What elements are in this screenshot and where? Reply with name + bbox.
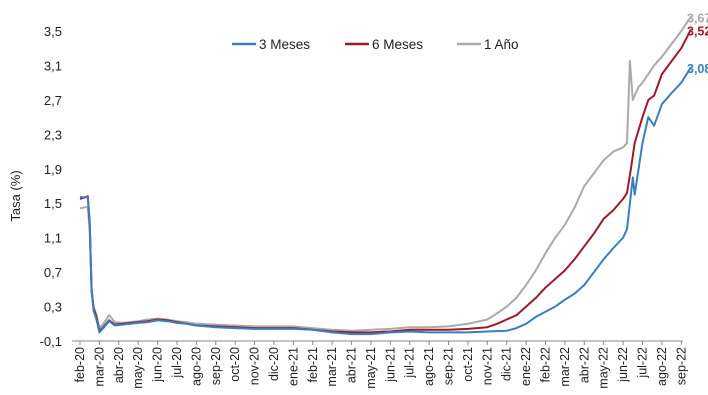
x-tick-label: ene-22 [519, 347, 533, 386]
x-tick-label: ene-21 [286, 347, 300, 386]
y-tick-label: 1,9 [44, 162, 62, 177]
y-tick-label: 0,7 [44, 265, 62, 280]
x-tick-label: jul-21 [403, 347, 417, 379]
series-line-0 [80, 66, 692, 336]
y-tick-label: 3,1 [44, 58, 62, 73]
x-tick-label: may-22 [597, 347, 611, 389]
x-tick-label: may-20 [131, 347, 145, 389]
legend-label: 3 Meses [259, 37, 310, 52]
x-tick-label: jul-22 [636, 347, 650, 379]
x-tick-label: ago-22 [655, 347, 669, 386]
legend: 3 Meses 6 Meses 1 Año [232, 37, 519, 52]
end-value-label: 3,67 [687, 11, 708, 25]
x-tick-label: sep-22 [674, 347, 688, 385]
x-tick-label: nov-21 [480, 347, 494, 385]
legend-label: 6 Meses [372, 37, 423, 52]
x-tick-label: sep-20 [209, 347, 223, 385]
x-tick-label: feb-21 [306, 347, 320, 382]
x-tick-label: mar-22 [558, 347, 572, 387]
x-tick-label: ago-20 [189, 347, 203, 386]
x-tick-label: jun-22 [616, 347, 630, 383]
series-line-1 [79, 28, 692, 334]
x-tick-label: abr-20 [112, 347, 126, 383]
x-tick-label: abr-21 [345, 347, 359, 383]
y-tick-label: 2,7 [44, 93, 62, 108]
x-tick-label: jul-20 [170, 347, 184, 379]
end-value-label: 3,08 [687, 62, 708, 76]
x-tick-label: jun-20 [151, 347, 165, 383]
x-tick-label: may-21 [364, 347, 378, 389]
y-tick-label: 1,1 [44, 231, 62, 246]
y-tick-label: 2,3 [44, 127, 62, 142]
x-tick-label: jun-21 [383, 347, 397, 383]
x-tick-label: dic-20 [267, 347, 281, 381]
x-tick-label: abr-22 [577, 347, 591, 383]
y-tick-label: -0,1 [40, 334, 62, 349]
x-tick-label: feb-20 [73, 347, 87, 382]
y-tick-label: 0,3 [44, 300, 62, 315]
x-tick-label: oct-21 [461, 347, 475, 382]
y-tick-label: 3,5 [44, 24, 62, 39]
x-tick-label: sep-21 [442, 347, 456, 385]
y-tick-label: 1,5 [44, 196, 62, 211]
x-tick-label: dic-21 [500, 347, 514, 381]
series-line-2 [79, 15, 692, 332]
x-tick-label: ago-21 [422, 347, 436, 386]
legend-label: 1 Año [484, 37, 519, 52]
end-value-label: 3,52 [687, 24, 708, 38]
x-tick-label: mar-21 [325, 347, 339, 387]
x-tick-label: feb-22 [539, 347, 553, 382]
x-axis-ticks: feb-20 mar-20 abr-20 may-20 jun-20 jul-20 ago-… [73, 341, 688, 389]
series-lines [79, 15, 692, 336]
x-tick-label: oct-20 [228, 347, 242, 382]
x-tick-label: mar-20 [92, 347, 106, 387]
y-axis-label: Tasa (%) [8, 170, 23, 221]
y-axis-ticks: -0,1 0,3 0,7 1,1 1,5 1,9 2,3 2,7 3,1 3,5 [40, 24, 62, 349]
end-labels: 3,08 3,523,67 [687, 11, 708, 76]
x-tick-label: nov-20 [248, 347, 262, 385]
